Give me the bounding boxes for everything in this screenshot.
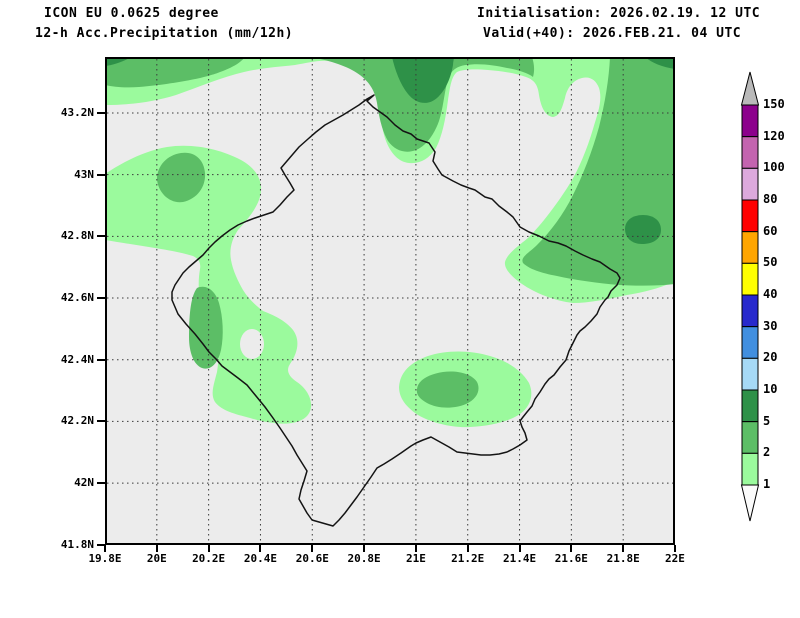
- colorbar-segment: [741, 357, 759, 391]
- colorbar-segment: [741, 262, 759, 296]
- precip-dark-top-left-corner: [105, 57, 131, 66]
- colorbar-level-label: 30: [763, 318, 778, 333]
- colorbar-level-label: 1: [763, 477, 771, 491]
- x-tick: [673, 545, 676, 552]
- precip-light-north-east-band: [105, 57, 675, 303]
- colorbar-level-label: 120: [763, 128, 785, 143]
- x-tick-label: 20.8E: [347, 552, 381, 565]
- colorbar-segment: [741, 136, 759, 169]
- y-tick: [97, 482, 105, 485]
- x-tick: [414, 545, 417, 552]
- y-tick: [97, 297, 105, 300]
- x-tick-label: 22E: [665, 552, 685, 565]
- colorbar-level-label: 80: [763, 192, 778, 206]
- x-tick-label: 20.6E: [295, 552, 329, 565]
- colorbar-segment: [741, 452, 759, 486]
- colorbar-segment: [741, 231, 759, 264]
- colorbar-level-label: 10: [763, 382, 778, 396]
- y-tick: [97, 235, 105, 238]
- x-tick: [259, 545, 262, 552]
- product-title: 12-h Acc.Precipitation (mm/12h): [35, 26, 294, 41]
- y-tick-label: 42.2N: [60, 414, 94, 428]
- y-tick-label: 42.4N: [60, 352, 94, 366]
- precip-mid-top-left-band: [105, 57, 245, 88]
- map-plot-area: [105, 57, 675, 545]
- precipitation-colorbar: [740, 71, 760, 522]
- x-tick-label: 21.4E: [502, 552, 537, 565]
- colorbar-segment: [741, 167, 759, 201]
- lat-lon-gridlines: [107, 59, 673, 543]
- x-tick-label: 20E: [146, 552, 167, 565]
- colorbar-level-label: 20: [763, 350, 778, 365]
- precip-mid-southwest-core: [189, 286, 223, 369]
- y-tick-label: 41.8N: [60, 537, 94, 551]
- colorbar-level-label: 5: [763, 413, 771, 428]
- x-tick-label: 21.8E: [606, 552, 640, 565]
- colorbar-segment: [741, 104, 759, 138]
- precip-dark-top-center-core: [392, 57, 454, 103]
- x-tick: [363, 545, 366, 552]
- dry-hole: [240, 329, 264, 359]
- y-tick: [97, 543, 105, 546]
- x-tick: [311, 545, 314, 552]
- colorbar-level-label: 60: [763, 223, 778, 238]
- colorbar-segment: [741, 326, 759, 359]
- precip-dark-top-right-corner: [645, 57, 675, 69]
- colorbar-underflow-arrow: [740, 484, 760, 522]
- x-tick-label: 21.2E: [451, 552, 485, 565]
- y-tick: [97, 420, 105, 423]
- colorbar-level-label: 40: [763, 287, 778, 301]
- valid-time: Valid(+40): 2026.FEB.21. 04 UTC: [483, 26, 742, 41]
- x-tick-label: 19.8E: [88, 552, 122, 565]
- colorbar-segment: [741, 199, 759, 233]
- y-tick-label: 42.6N: [60, 291, 94, 305]
- map-frame: [105, 57, 675, 545]
- y-tick-label: 42N: [74, 476, 94, 490]
- y-tick: [97, 173, 105, 176]
- precip-mid-west-core: [157, 152, 206, 203]
- x-tick-label: 21.6E: [554, 552, 588, 565]
- x-tick-label: 20.4E: [243, 552, 278, 565]
- colorbar-level-label: 100: [763, 160, 785, 175]
- precipitation-map: [105, 57, 675, 545]
- x-tick-label: 20.2E: [192, 552, 226, 565]
- model-title: ICON EU 0.0625 degree: [44, 6, 219, 21]
- precip-mid-top-center: [310, 57, 535, 152]
- precip-dark-east-spot: [625, 215, 661, 244]
- colorbar-level-label: 150: [763, 97, 785, 111]
- x-tick: [570, 545, 573, 552]
- y-tick: [97, 112, 105, 114]
- x-tick: [622, 545, 625, 552]
- precip-mid-south-core: [416, 371, 479, 408]
- x-tick: [104, 545, 106, 552]
- x-tick: [155, 545, 158, 552]
- x-tick: [207, 545, 210, 552]
- y-tick-label: 43N: [74, 167, 94, 181]
- y-tick: [97, 358, 105, 361]
- colorbar-segment: [741, 389, 759, 423]
- kosovo-border-outline: [171, 94, 621, 527]
- colorbar-level-label: 50: [763, 255, 778, 270]
- colorbar-segment: [741, 294, 759, 328]
- y-tick-label: 42.8N: [60, 229, 94, 243]
- x-tick: [518, 545, 521, 552]
- colorbar-segment: [741, 421, 759, 454]
- x-tick-label: 21E: [405, 552, 426, 565]
- x-tick: [466, 545, 469, 552]
- init-time: Initialisation: 2026.02.19. 12 UTC: [477, 6, 761, 21]
- y-tick-label: 43.2N: [60, 106, 94, 119]
- colorbar-overflow-arrow: [740, 71, 760, 106]
- colorbar-level-label: 2: [763, 445, 771, 460]
